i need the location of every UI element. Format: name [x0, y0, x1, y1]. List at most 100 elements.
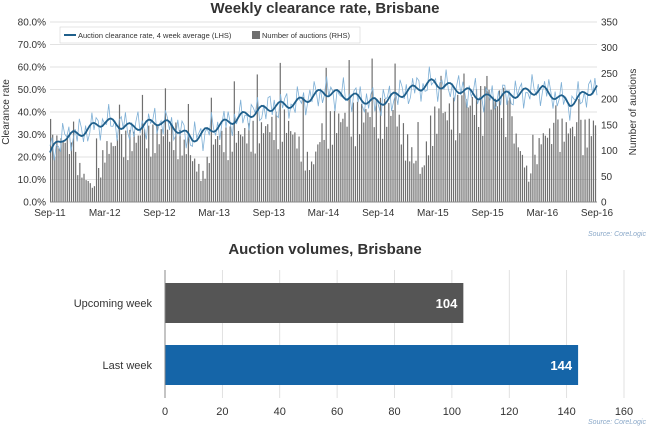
auction-bar: [202, 170, 204, 202]
auction-bar: [323, 139, 325, 202]
auction-bar: [559, 151, 561, 202]
y-right-tick-label: 250: [601, 69, 618, 80]
auction-bar: [350, 136, 352, 202]
auction-bar: [64, 142, 66, 202]
auction-bar: [450, 129, 453, 202]
auction-bar: [515, 133, 517, 202]
auction-bar: [212, 144, 215, 202]
auction-bar: [594, 125, 597, 202]
legend-box: [59, 26, 361, 44]
auction-bar: [534, 154, 536, 202]
auction-bar: [273, 140, 275, 202]
auction-bar: [250, 151, 252, 202]
auction-bar: [338, 113, 340, 202]
auction-bar: [467, 107, 469, 202]
auction-bar: [536, 164, 538, 202]
auction-bar: [304, 170, 306, 202]
auction-bar: [340, 122, 342, 202]
auction-bar: [83, 173, 85, 202]
auction-bar: [227, 160, 229, 202]
auction-bar: [461, 95, 463, 202]
auction-bar: [540, 144, 542, 202]
auction-bar: [369, 117, 371, 202]
auction-bar: [198, 163, 200, 202]
x-tick-label: 40: [274, 406, 286, 418]
auction-bar: [542, 133, 544, 202]
auction-bar: [574, 136, 576, 202]
y-left-tick-label: 30.0%: [18, 130, 46, 141]
auction-bar: [419, 173, 421, 202]
auction-bar: [546, 137, 549, 202]
auction-bar: [517, 147, 519, 202]
auction-bar: [50, 118, 52, 202]
auction-bar: [233, 81, 235, 202]
auction-bar: [452, 97, 455, 202]
auction-bar: [77, 175, 79, 202]
auction-bar: [363, 122, 365, 202]
auction-bar: [177, 159, 179, 202]
auction-bar: [511, 116, 513, 202]
y-right-tick-label: 50: [601, 172, 613, 183]
auction-bar: [442, 113, 444, 202]
auction-bar: [530, 173, 532, 202]
chart1-title: Weekly clearance rate, Brisbane: [210, 0, 440, 17]
auction-bar: [503, 87, 505, 202]
auction-bar: [555, 105, 557, 202]
auction-bar: [329, 111, 331, 202]
auction-bar: [592, 120, 595, 202]
x-tick-label: Mar-15: [417, 208, 449, 219]
auction-bar: [217, 136, 219, 202]
auction-bar: [225, 127, 227, 202]
auction-bar: [81, 177, 83, 202]
x-tick-label: Sep-12: [143, 208, 176, 219]
auction-bar: [413, 163, 415, 202]
auction-bar: [367, 112, 369, 202]
auction-bar: [135, 142, 137, 202]
auction-bar: [342, 118, 344, 202]
y-left-tick-label: 40.0%: [18, 108, 46, 119]
auction-bar: [237, 131, 240, 202]
auction-bar: [143, 129, 146, 202]
auction-bar: [306, 151, 308, 202]
auction-bar: [469, 105, 471, 202]
auction-bar: [423, 165, 425, 202]
auction-bar: [548, 128, 551, 202]
auction-bar: [528, 181, 530, 202]
x-tick-label: Mar-13: [198, 208, 230, 219]
auction-bar: [390, 115, 392, 202]
auction-bar: [490, 109, 492, 202]
auction-bar: [379, 97, 382, 202]
x-tick-label: Sep-15: [471, 208, 504, 219]
y-left-tick-label: 60.0%: [18, 63, 46, 74]
auction-bar: [169, 141, 171, 202]
x-tick-label: Mar-12: [89, 208, 121, 219]
auction-bar: [112, 146, 114, 202]
auction-bar: [348, 60, 350, 202]
auction-bar: [95, 138, 98, 202]
auction-bar: [471, 96, 473, 202]
auction-bar: [590, 136, 592, 202]
auction-bar: [116, 139, 119, 202]
auction-bar: [206, 156, 208, 202]
auction-bar: [584, 119, 586, 202]
auction-bar: [89, 183, 91, 202]
auction-bar: [162, 136, 164, 202]
clearance-rate-average-line: [49, 78, 598, 153]
auction-bar: [344, 112, 346, 202]
auction-bar: [386, 126, 388, 202]
auction-bar: [219, 144, 221, 202]
auction-bar: [317, 144, 319, 202]
auction-bar: [373, 127, 375, 202]
auction-bar: [254, 153, 256, 202]
auction-bar: [488, 89, 490, 202]
auction-bar: [465, 98, 467, 202]
auction-bar: [333, 110, 336, 202]
x-tick-label: 160: [615, 406, 633, 418]
auction-bar: [269, 132, 271, 202]
auction-bar: [484, 86, 486, 202]
auction-bar: [375, 99, 377, 202]
auction-bar: [292, 134, 294, 202]
auction-bar: [509, 97, 511, 202]
auction-bar: [242, 136, 244, 202]
